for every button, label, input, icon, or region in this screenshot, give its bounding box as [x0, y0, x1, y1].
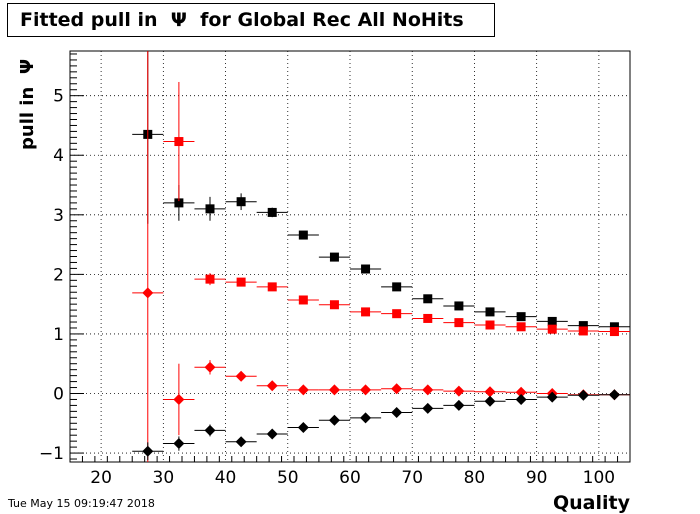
y-tick-label: 0	[53, 385, 64, 405]
data-point-square	[174, 137, 184, 147]
data-point-square	[329, 252, 339, 262]
data-point-square	[454, 301, 464, 311]
data-point-diamond	[608, 389, 620, 401]
data-point-diamond	[391, 383, 403, 395]
data-point-diamond	[422, 384, 434, 396]
data-point-diamond	[577, 389, 589, 401]
data-point-diamond	[328, 414, 340, 426]
data-point-square	[578, 321, 588, 331]
data-point-square	[454, 318, 464, 328]
data-point-diamond	[235, 436, 247, 448]
data-point-diamond	[173, 393, 185, 405]
series-2	[163, 81, 630, 337]
data-point-square	[267, 207, 277, 217]
data-point-square	[392, 282, 402, 292]
data-point-diamond	[546, 391, 558, 403]
data-point-diamond	[453, 385, 465, 397]
data-point-square	[609, 322, 619, 332]
x-tick-label: 70	[401, 468, 423, 488]
data-point-square	[298, 230, 308, 240]
data-point-square	[485, 320, 495, 330]
y-tick-label: 2	[53, 265, 64, 285]
data-point-square	[609, 327, 619, 337]
axis-ticks: 20 30 40 50 60 70 80 90 100 −1 0 1 2 3 4 5	[39, 53, 631, 488]
timestamp: Tue May 15 09:19:47 2018	[8, 497, 155, 510]
data-point-diamond	[142, 445, 154, 457]
data-point-diamond	[360, 412, 372, 424]
x-tick-label: 80	[464, 468, 486, 488]
data-point-square	[578, 326, 588, 336]
data-point-diamond	[328, 384, 340, 396]
data-point-square	[547, 316, 557, 326]
data-point-square	[361, 264, 371, 274]
data-point-square	[267, 282, 277, 292]
series-3	[132, 51, 630, 462]
data-point-square	[236, 277, 246, 287]
chart-title: Fitted pull in Ψ for Global Rec All NoHi…	[7, 3, 495, 37]
data-point-diamond	[297, 421, 309, 433]
data-point-diamond	[235, 370, 247, 382]
x-tick-label: 40	[215, 468, 237, 488]
plot-frame	[69, 50, 631, 463]
x-tick-label: 100	[583, 468, 615, 488]
grid-lines	[70, 51, 630, 462]
y-axis-label: pull in Ψ	[17, 59, 38, 150]
data-point-square	[205, 204, 215, 214]
data-point-square	[298, 295, 308, 305]
plot-frame-border	[69, 50, 631, 463]
data-point-diamond	[391, 407, 403, 419]
x-axis-label: Quality	[553, 492, 631, 514]
data-point-square	[205, 274, 215, 284]
x-tick-label: 30	[153, 468, 175, 488]
data-point-square	[547, 324, 557, 334]
data-point-square	[516, 322, 526, 332]
data-point-square	[423, 294, 433, 304]
data-point-diamond	[204, 361, 216, 373]
data-point-square	[423, 313, 433, 323]
data-point-diamond	[422, 402, 434, 414]
y-tick-label: 1	[53, 325, 64, 345]
data-point-diamond	[266, 428, 278, 440]
data-point-diamond	[173, 438, 185, 450]
x-tick-label: 20	[90, 468, 112, 488]
series-1	[132, 51, 630, 332]
y-tick-label: 4	[53, 146, 64, 166]
data-point-diamond	[266, 380, 278, 392]
data-point-diamond	[484, 386, 496, 398]
data-point-diamond	[360, 384, 372, 396]
data-point-square	[485, 307, 495, 317]
data-series	[132, 51, 630, 462]
series-4	[132, 389, 630, 461]
data-point-square	[516, 312, 526, 322]
y-tick-label: −1	[39, 444, 64, 464]
data-point-square	[361, 307, 371, 317]
data-point-square	[174, 198, 184, 208]
data-point-diamond	[204, 424, 216, 436]
y-tick-label: 3	[53, 206, 64, 226]
data-point-diamond	[484, 395, 496, 407]
data-point-diamond	[142, 287, 154, 299]
data-point-diamond	[515, 386, 527, 398]
data-point-square	[236, 197, 246, 207]
x-tick-label: 60	[339, 468, 361, 488]
data-point-diamond	[297, 384, 309, 396]
x-tick-label: 90	[526, 468, 548, 488]
y-tick-label: 5	[53, 87, 64, 107]
x-tick-label: 50	[277, 468, 299, 488]
data-point-square	[329, 300, 339, 310]
data-point-diamond	[453, 399, 465, 411]
data-point-square	[392, 309, 402, 319]
data-point-diamond	[515, 393, 527, 405]
